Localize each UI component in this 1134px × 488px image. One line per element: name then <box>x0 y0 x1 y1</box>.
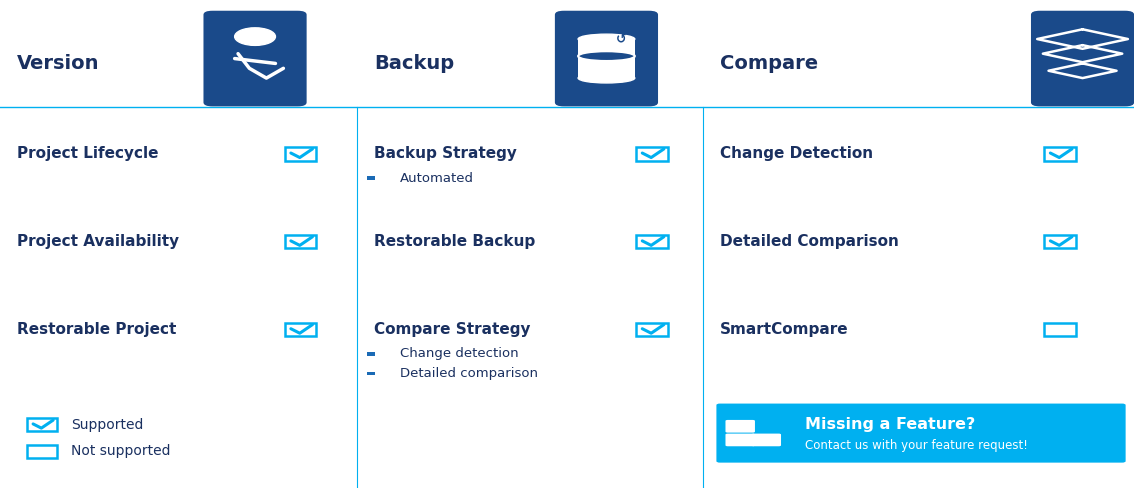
Text: Compare Strategy: Compare Strategy <box>374 322 531 337</box>
Bar <box>27 418 57 431</box>
Bar <box>1044 235 1076 248</box>
Text: Detailed Comparison: Detailed Comparison <box>720 234 898 249</box>
Text: Restorable Project: Restorable Project <box>17 322 177 337</box>
Text: Missing a Feature?: Missing a Feature? <box>805 417 975 432</box>
Text: Backup: Backup <box>374 54 455 73</box>
Text: Contact us with your feature request!: Contact us with your feature request! <box>805 439 1027 452</box>
Text: ↺: ↺ <box>616 33 626 45</box>
Text: Change detection: Change detection <box>400 347 518 360</box>
Bar <box>367 176 375 180</box>
Text: Compare: Compare <box>720 54 818 73</box>
FancyBboxPatch shape <box>726 420 755 432</box>
FancyBboxPatch shape <box>752 434 781 446</box>
Text: Project Availability: Project Availability <box>17 234 179 249</box>
FancyBboxPatch shape <box>726 434 755 446</box>
Text: Version: Version <box>17 54 100 73</box>
Bar <box>27 445 57 458</box>
FancyBboxPatch shape <box>203 11 306 106</box>
Bar <box>636 235 668 248</box>
Text: Supported: Supported <box>71 418 144 431</box>
Bar <box>578 39 635 78</box>
FancyBboxPatch shape <box>717 404 1126 463</box>
Text: Project Lifecycle: Project Lifecycle <box>17 146 159 161</box>
Bar <box>285 147 316 161</box>
Text: Automated: Automated <box>400 172 474 184</box>
Ellipse shape <box>578 73 635 83</box>
FancyBboxPatch shape <box>555 11 658 106</box>
Bar <box>1044 323 1076 336</box>
Text: Restorable Backup: Restorable Backup <box>374 234 535 249</box>
Ellipse shape <box>578 51 635 61</box>
Bar <box>285 235 316 248</box>
Bar <box>1044 147 1076 161</box>
Text: Not supported: Not supported <box>71 445 171 458</box>
Text: Backup Strategy: Backup Strategy <box>374 146 517 161</box>
Ellipse shape <box>578 34 635 44</box>
Circle shape <box>235 28 276 45</box>
Bar <box>367 352 375 355</box>
Text: Detailed comparison: Detailed comparison <box>400 367 539 380</box>
Bar <box>367 372 375 375</box>
Text: SmartCompare: SmartCompare <box>720 322 848 337</box>
Bar <box>636 147 668 161</box>
Bar <box>636 323 668 336</box>
Text: Change Detection: Change Detection <box>720 146 873 161</box>
FancyBboxPatch shape <box>1031 11 1134 106</box>
Bar <box>285 323 316 336</box>
